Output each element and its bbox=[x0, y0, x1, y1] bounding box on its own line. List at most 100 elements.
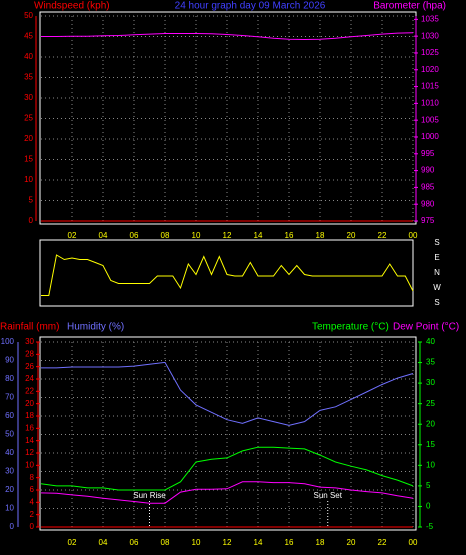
y-tick-label: 1000 bbox=[421, 132, 439, 141]
x-tick-label: 08 bbox=[161, 231, 170, 240]
x-tick-label: 00 bbox=[409, 538, 418, 547]
series-line bbox=[40, 481, 414, 504]
x-tick-label: 14 bbox=[254, 231, 263, 240]
y-tick-label: 1010 bbox=[421, 98, 439, 107]
y-tick-label: 22 bbox=[25, 386, 34, 395]
y-tick-label: 8 bbox=[30, 473, 35, 482]
y-tick-label: 10 bbox=[25, 460, 34, 469]
y-tick-label: 80 bbox=[5, 374, 14, 383]
y-tick-label: -5 bbox=[426, 522, 434, 531]
legend-rainfall: Rainfall (mm) bbox=[0, 322, 59, 333]
y-tick-label: 14 bbox=[25, 436, 34, 445]
x-tick-label: 12 bbox=[223, 538, 232, 547]
y-tick-label: 70 bbox=[5, 393, 14, 402]
x-tick-label: 20 bbox=[347, 538, 356, 547]
y-tick-label: 985 bbox=[421, 183, 435, 192]
x-tick-label: 18 bbox=[316, 231, 325, 240]
annotation: Sun Rise bbox=[133, 491, 166, 500]
annotation: Sun Set bbox=[314, 491, 343, 500]
y-tick-label: 5 bbox=[29, 196, 34, 205]
y-tick-label: 2 bbox=[30, 510, 35, 519]
x-tick-label: 22 bbox=[378, 538, 387, 547]
x-tick-label: 08 bbox=[161, 538, 170, 547]
y-tick-label: 1005 bbox=[421, 115, 439, 124]
y-tick-label: 30 bbox=[24, 93, 33, 102]
x-tick-label: 14 bbox=[254, 538, 263, 547]
y-tick-label: N bbox=[434, 268, 440, 277]
x-tick-label: 02 bbox=[68, 231, 77, 240]
y-tick-label: 12 bbox=[25, 448, 34, 457]
y-tick-label: 25 bbox=[24, 114, 33, 123]
series-line bbox=[41, 32, 414, 41]
x-tick-label: 04 bbox=[99, 538, 108, 547]
series-line bbox=[41, 254, 414, 296]
plot-frame bbox=[39, 11, 417, 225]
y-tick-label: 6 bbox=[30, 485, 35, 494]
x-tick-label: 12 bbox=[223, 231, 232, 240]
y-tick-label: 995 bbox=[421, 149, 435, 158]
y-tick-label: 30 bbox=[5, 467, 14, 476]
y-tick-label: 0 bbox=[10, 522, 15, 531]
y-tick-label: 20 bbox=[24, 134, 33, 143]
y-tick-label: W bbox=[433, 283, 441, 292]
y-tick-label: 15 bbox=[24, 155, 33, 164]
y-tick-label: 1025 bbox=[421, 48, 439, 57]
y-tick-label: 10 bbox=[24, 175, 33, 184]
chart-title: 24 hour graph day 09 March 2026 bbox=[175, 1, 326, 12]
y-tick-label: 1020 bbox=[421, 65, 439, 74]
x-tick-label: 10 bbox=[192, 538, 201, 547]
y-tick-label: 40 bbox=[24, 52, 33, 61]
y-tick-label: 10 bbox=[426, 460, 435, 469]
x-tick-label: 16 bbox=[285, 231, 294, 240]
x-tick-label: 16 bbox=[285, 538, 294, 547]
x-tick-label: 04 bbox=[99, 231, 108, 240]
y-tick-label: 30 bbox=[426, 378, 435, 387]
legend-temperature: Temperature (°C) bbox=[312, 322, 389, 333]
y-tick-label: 1015 bbox=[421, 82, 439, 91]
y-tick-label: 40 bbox=[5, 448, 14, 457]
x-tick-label: 10 bbox=[192, 231, 201, 240]
x-tick-label: 06 bbox=[130, 538, 139, 547]
plot-frame bbox=[39, 239, 414, 307]
y-tick-label: 35 bbox=[24, 73, 33, 82]
y-tick-label: 1035 bbox=[421, 14, 439, 23]
y-tick-label: 975 bbox=[421, 216, 435, 225]
y-tick-label: 50 bbox=[5, 430, 14, 439]
legend-dew-point: Dew Point (°C) bbox=[393, 322, 459, 333]
x-tick-label: 06 bbox=[130, 231, 139, 240]
y-tick-label: S bbox=[434, 238, 439, 247]
y-tick-label: 20 bbox=[25, 399, 34, 408]
y-tick-label: 60 bbox=[5, 411, 14, 420]
x-tick-label: 22 bbox=[378, 231, 387, 240]
y-tick-label: 0 bbox=[426, 502, 431, 511]
y-tick-label: 990 bbox=[421, 166, 435, 175]
y-tick-label: 20 bbox=[426, 419, 435, 428]
y-tick-label: 35 bbox=[426, 358, 435, 367]
y-tick-label: 15 bbox=[426, 440, 435, 449]
y-tick-label: 5 bbox=[426, 481, 431, 490]
windspeed-axis-title: Windspeed (kph) bbox=[34, 1, 110, 12]
y-tick-label: 100 bbox=[1, 337, 15, 346]
y-tick-label: 24 bbox=[25, 374, 34, 383]
series-line bbox=[41, 361, 414, 426]
y-tick-label: 10 bbox=[5, 504, 14, 513]
y-tick-label: 45 bbox=[24, 32, 33, 41]
y-tick-label: 90 bbox=[5, 356, 14, 365]
x-tick-label: 20 bbox=[347, 231, 356, 240]
x-tick-label: 18 bbox=[316, 538, 325, 547]
y-tick-label: 1030 bbox=[421, 31, 439, 40]
y-tick-label: 40 bbox=[426, 337, 435, 346]
y-tick-label: 0 bbox=[30, 522, 35, 531]
y-tick-label: 30 bbox=[25, 337, 34, 346]
y-tick-label: 980 bbox=[421, 199, 435, 208]
y-tick-label: 25 bbox=[426, 399, 435, 408]
y-tick-label: 18 bbox=[25, 411, 34, 420]
y-tick-label: 0 bbox=[29, 216, 34, 225]
y-tick-label: 4 bbox=[30, 497, 35, 506]
x-tick-label: 02 bbox=[68, 538, 77, 547]
y-tick-label: 26 bbox=[25, 362, 34, 371]
y-tick-label: E bbox=[434, 253, 439, 262]
x-tick-label: 00 bbox=[409, 231, 418, 240]
y-tick-label: 28 bbox=[25, 349, 34, 358]
